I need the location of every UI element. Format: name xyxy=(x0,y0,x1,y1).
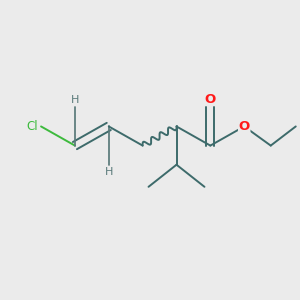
Text: O: O xyxy=(205,93,216,106)
Text: O: O xyxy=(238,120,250,133)
Text: H: H xyxy=(105,167,113,177)
Text: Cl: Cl xyxy=(26,120,38,133)
Text: H: H xyxy=(71,95,79,105)
